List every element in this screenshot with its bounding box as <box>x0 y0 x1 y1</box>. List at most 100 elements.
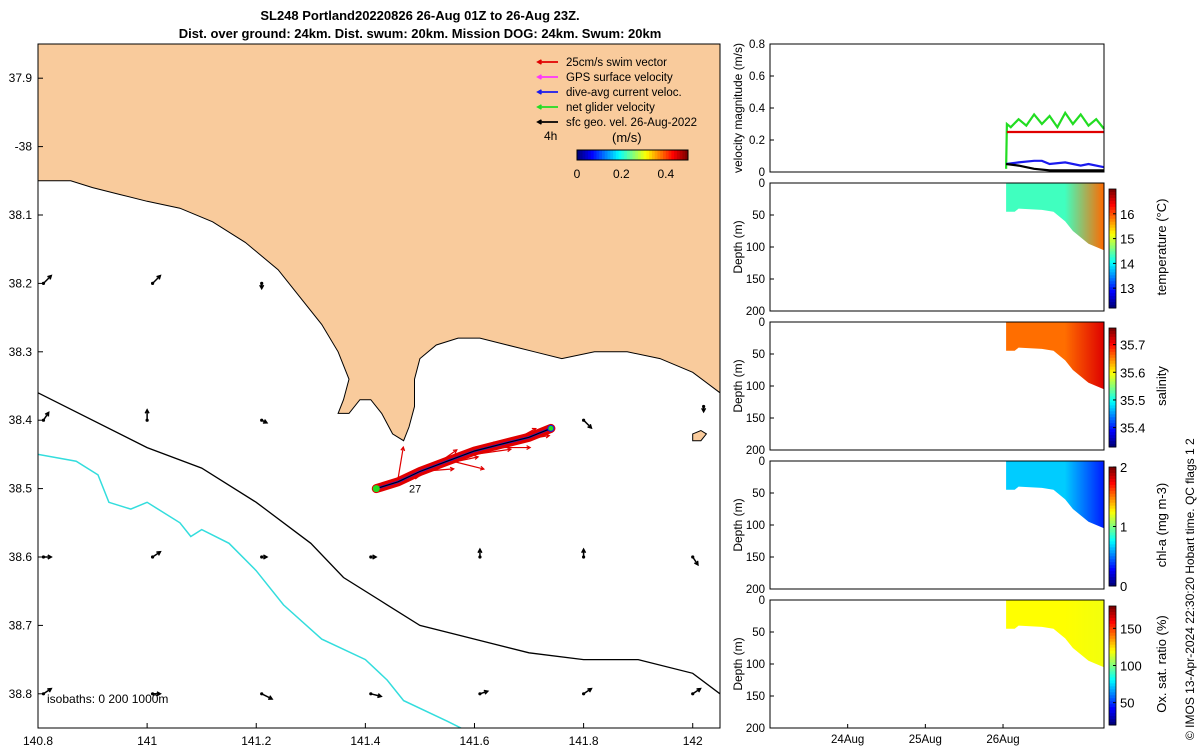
section-colorbar-segment <box>1109 638 1116 643</box>
section-colorbar-segment <box>1109 541 1116 545</box>
section-colorbar-segment <box>1109 505 1116 510</box>
section-colorbar-segment <box>1109 233 1116 238</box>
section-colorbar-segment <box>1109 328 1116 332</box>
isobath-200m <box>38 392 720 695</box>
section-y-tick-label: 200 <box>746 445 765 457</box>
section-colorbar-segment <box>1109 299 1116 303</box>
section-y-tick-label: 200 <box>746 723 765 735</box>
legend-colorbar-segment <box>585 150 589 160</box>
section-colorbar-segment <box>1109 408 1116 412</box>
section-colorbar-segment <box>1109 399 1116 403</box>
swim-vector <box>452 460 485 470</box>
section-colorbar-tick-label: 13 <box>1120 281 1134 296</box>
section-colorbar-segment <box>1109 487 1116 492</box>
section-colorbar-segment <box>1109 556 1116 560</box>
section-data-patch <box>1006 183 1104 251</box>
swim-vector <box>474 448 511 455</box>
geo-velocity-vector-head <box>156 691 162 697</box>
section-colorbar-segment <box>1109 333 1116 338</box>
section-colorbar-tick-label: 0 <box>1120 579 1127 594</box>
section-colorbar-segment <box>1109 704 1116 708</box>
section-colorbar-segment <box>1109 529 1116 533</box>
section-colorbar-segment <box>1109 467 1116 471</box>
section-colorbar-segment <box>1109 614 1116 619</box>
section-colorbar-segment <box>1109 647 1116 652</box>
section-colorbar-tick-label: 1 <box>1120 520 1127 535</box>
section-colorbar-segment <box>1109 626 1116 631</box>
section-colorbar-segment <box>1109 372 1116 377</box>
section-colorbar-segment <box>1109 284 1116 288</box>
map-plot-area: 27 <box>38 44 720 728</box>
section-colorbar-segment <box>1109 665 1116 669</box>
legend-colorbar-segment <box>671 150 675 160</box>
section-colorbar-segment <box>1109 635 1116 640</box>
section-colorbar-segment <box>1109 719 1116 723</box>
section-colorbar-segment <box>1109 189 1116 193</box>
geo-velocity-vector-head <box>587 687 593 693</box>
legend-colorbar-segment <box>646 150 650 160</box>
section-data-patch <box>1006 600 1104 668</box>
legend-colorbar-segment <box>676 150 681 160</box>
section-colorbar-segment <box>1109 689 1116 693</box>
section-colorbar-segment <box>1109 191 1116 196</box>
section-colorbar-segment <box>1109 438 1116 442</box>
section-colorbar-segment <box>1109 390 1116 394</box>
legend-colorbar-segment <box>668 150 672 160</box>
section-colorbar-segment <box>1109 197 1116 202</box>
velocity-y-tick-label: 0 <box>759 167 765 179</box>
legend-label: net glider velocity <box>566 102 655 114</box>
section-colorbar-segment <box>1109 632 1116 637</box>
legend-colorbar-segment <box>643 150 647 160</box>
section-colorbar-tick-label: 15 <box>1120 232 1134 247</box>
section-y-tick-label: 50 <box>752 627 765 639</box>
section-colorbar-segment <box>1109 302 1116 306</box>
legend-arrow-head <box>536 74 542 80</box>
swim-vector-head <box>531 427 537 433</box>
section-colorbar-segment <box>1109 481 1116 486</box>
geo-vector-origin <box>150 692 155 696</box>
section-colorbar-segment <box>1109 218 1116 223</box>
figure-title-line-1: SL248 Portland20220826 26-Aug 01Z to 26-… <box>260 8 580 23</box>
section-colorbar-frame <box>1108 188 1117 309</box>
section-colorbar-segment <box>1109 426 1116 430</box>
section-colorbar-segment <box>1109 420 1116 424</box>
legend-colorbar-segment <box>615 150 620 160</box>
section-colorbar-segment <box>1109 248 1116 252</box>
legend-colorbar-segment <box>610 150 614 160</box>
section-colorbar-segment <box>1109 707 1116 711</box>
map-y-tick-label: 38.3 <box>9 345 33 359</box>
legend-arrow-head <box>536 104 542 110</box>
section-data-patch <box>1006 322 1104 390</box>
island <box>692 429 708 442</box>
velocity-y-tick-label: 0.6 <box>749 71 765 83</box>
legend-colorbar-segment <box>582 150 586 160</box>
legend-label: GPS surface velocity <box>566 72 673 84</box>
section-y-tick-label: 0 <box>759 317 765 329</box>
legend-colorbar-segment <box>577 150 581 160</box>
section-colorbar-segment <box>1109 695 1116 699</box>
isobaths-note: isobaths: 0 200 1000m <box>47 692 168 706</box>
section-colorbar-segment <box>1109 369 1116 374</box>
legend-colorbar-segment <box>654 150 658 160</box>
section-colorbar-segment <box>1109 523 1116 527</box>
section-colorbar-segment <box>1109 577 1116 581</box>
section-colorbar-segment <box>1109 499 1116 504</box>
section-colorbar-segment <box>1109 206 1116 211</box>
time-x-tick-label: 26Aug <box>986 734 1019 746</box>
section-colorbar-segment <box>1109 722 1116 726</box>
geo-velocity-vector <box>42 275 52 284</box>
legend-colorbar-frame <box>576 149 689 161</box>
swim-vector-head <box>506 447 513 453</box>
section-colorbar-segment <box>1109 493 1116 498</box>
section-colorbar-segment <box>1109 381 1116 386</box>
velocity-y-tick-label: 0.8 <box>749 39 765 51</box>
legend-colorbar-segment <box>640 150 645 160</box>
section-colorbar-segment <box>1109 490 1116 495</box>
geo-velocity-vector-head <box>372 554 378 560</box>
section-colorbar-segment <box>1109 305 1116 309</box>
section-colorbar-segment <box>1109 405 1116 409</box>
geo-velocity-vector-head <box>156 550 162 556</box>
legend-colorbar-segment <box>588 150 592 160</box>
section-colorbar-segment <box>1109 348 1116 353</box>
map-y-tick-label: 38.4 <box>9 413 33 427</box>
